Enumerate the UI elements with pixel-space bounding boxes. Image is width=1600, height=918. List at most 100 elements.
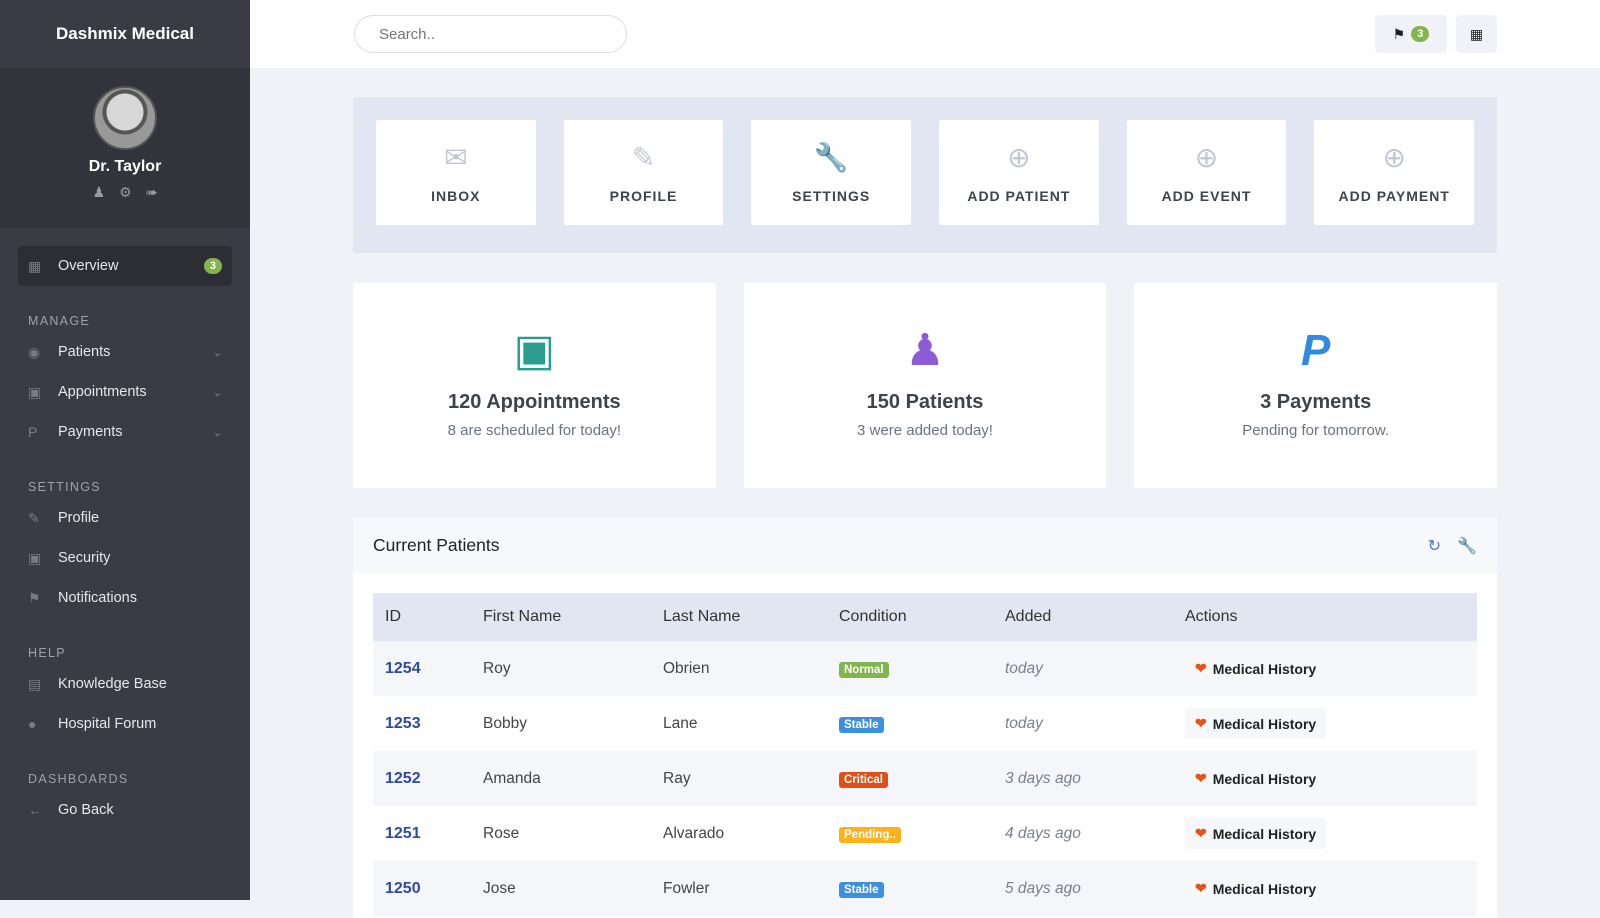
medical-history-button[interactable]: ❤ Medical History xyxy=(1185,818,1327,849)
shortcut-add-patient[interactable]: ⊕ ADD PATIENT xyxy=(939,120,1099,225)
nav-heading: MANAGE xyxy=(28,314,90,328)
main-content: ✉ INBOX ✎ PROFILE 🔧 SETTINGS ⊕ ADD PATIENT ⊕ ADD … xyxy=(353,97,1498,918)
nav-heading: SETTINGS xyxy=(28,480,101,494)
last-name: Fowler xyxy=(651,861,827,916)
patient-id-link[interactable]: 1251 xyxy=(385,824,421,842)
button-label: Medical History xyxy=(1212,880,1317,897)
gear-icon[interactable]: ⚙ xyxy=(119,184,132,200)
table-row: 1250 Jose Fowler Stable 5 days ago ❤ Medi… xyxy=(373,861,1477,916)
wrench-icon[interactable]: 🔧 xyxy=(1457,537,1477,555)
last-name: Obrien xyxy=(651,641,827,696)
heartbeat-icon: ❤ xyxy=(1195,715,1207,731)
added-date: 3 days ago xyxy=(993,751,1173,806)
sidebar-item-label: Profile xyxy=(58,510,100,526)
search-input[interactable] xyxy=(354,15,627,53)
layout-toggle-button[interactable]: ▦ xyxy=(1456,15,1497,53)
shortcut-inbox[interactable]: ✉ INBOX xyxy=(376,120,536,225)
added-date: today xyxy=(993,641,1173,696)
shortcuts-panel: ✉ INBOX ✎ PROFILE 🔧 SETTINGS ⊕ ADD PATIENT ⊕ ADD … xyxy=(353,97,1497,253)
sign-out-icon[interactable]: ➠ xyxy=(145,184,158,200)
sidebar-item-patients[interactable]: ◉ Patients ⌄ xyxy=(18,332,232,372)
column-header[interactable]: First Name xyxy=(471,593,651,641)
grid-icon: ▦ xyxy=(1469,25,1484,42)
first-name: Jose xyxy=(471,861,651,916)
condition-badge: Stable xyxy=(839,716,884,733)
user-name[interactable]: Dr. Taylor xyxy=(88,158,162,175)
envelope-icon: ✉ xyxy=(444,141,468,173)
flag-icon: ⚑ xyxy=(28,589,41,606)
stat-title: 150 Patients xyxy=(866,391,984,413)
stat-card[interactable]: ▣ 120 Appointments 8 are scheduled for tod… xyxy=(353,283,716,488)
button-label: Medical History xyxy=(1212,825,1317,842)
shortcut-add-payment[interactable]: ⊕ ADD PAYMENT xyxy=(1314,120,1475,225)
plus-circle-icon: ⊕ xyxy=(1382,141,1406,173)
refresh-icon[interactable]: ↻ xyxy=(1427,537,1442,555)
stat-card[interactable]: P 3 Payments Pending for tomorrow. xyxy=(1134,283,1498,488)
nav-heading: HELP xyxy=(28,646,66,660)
user-doctor-icon[interactable]: ♟ xyxy=(92,184,106,200)
brand-logo[interactable]: Dashmix Medical xyxy=(0,0,250,68)
patient-id-link[interactable]: 1254 xyxy=(373,641,471,696)
shortcut-label: PROFILE xyxy=(609,187,678,204)
sidebar-item-label: Appointments xyxy=(58,384,147,400)
column-header[interactable]: Added xyxy=(993,593,1173,641)
stat-subtitle: 3 were added today! xyxy=(857,422,993,439)
stat-title: 120 Appointments xyxy=(448,391,621,413)
button-label: Medical History xyxy=(1212,660,1317,677)
medical-history-button[interactable]: ❤ Medical History xyxy=(1185,873,1327,904)
sidebar-item-hospital-forum[interactable]: ● Hospital Forum xyxy=(18,704,232,744)
stat-card[interactable]: ♟ 150 Patients 3 were added today! xyxy=(743,283,1107,488)
patient-id-link[interactable]: 1250 xyxy=(373,861,471,916)
sidebar-item-overview[interactable]: ▦ Overview 3 xyxy=(18,246,232,286)
notifications-button[interactable]: ⚑ 3 xyxy=(1375,15,1447,53)
sidebar-item-security[interactable]: ▣ Security xyxy=(18,538,232,578)
column-header[interactable]: Actions xyxy=(1173,593,1477,641)
patient-id-link[interactable]: 1253 xyxy=(385,714,421,732)
nav-heading: DASHBOARDS xyxy=(28,772,129,786)
sidebar-item-label: Overview xyxy=(58,258,119,274)
shortcut-add-event[interactable]: ⊕ ADD EVENT xyxy=(1126,120,1287,225)
shortcut-settings[interactable]: 🔧 SETTINGS xyxy=(751,120,912,225)
first-name: Bobby xyxy=(483,714,527,732)
table-row: 1253 Bobby Lane Stable today ❤ Medical Hi… xyxy=(373,696,1477,751)
first-name: Amanda xyxy=(471,751,651,806)
sidebar-item-label: Payments xyxy=(58,424,123,440)
stat-title: 3 Payments xyxy=(1260,391,1372,413)
sidebar-item-label: Hospital Forum xyxy=(58,716,157,732)
sidebar-item-appointments[interactable]: ▣ Appointments ⌄ xyxy=(18,372,232,412)
calendar-icon: ▣ xyxy=(28,383,42,400)
sidebar-item-payments[interactable]: P Payments ⌄ xyxy=(18,412,232,452)
column-header[interactable]: Condition xyxy=(827,593,993,641)
arrow-left-icon: ← xyxy=(28,802,42,818)
patient-id-link[interactable]: 1252 xyxy=(373,751,471,806)
medical-history-button[interactable]: ❤ Medical History xyxy=(1185,763,1327,794)
last-name: Lane xyxy=(663,714,698,732)
notifications-badge: 3 xyxy=(1411,26,1430,42)
avatar[interactable] xyxy=(93,86,157,150)
heartbeat-icon: ❤ xyxy=(1195,825,1207,841)
last-name: Ray xyxy=(651,751,827,806)
paypal-icon: P xyxy=(1301,326,1331,375)
medical-history-button[interactable]: ❤ Medical History xyxy=(1185,653,1327,684)
paypal-icon: P xyxy=(28,424,38,440)
table-row: 1254 Roy Obrien Normal today ❤ Medical Hi… xyxy=(373,641,1477,696)
chevron-down-icon: ⌄ xyxy=(212,386,222,399)
user-circle-icon: ◉ xyxy=(28,343,41,360)
sidebar-item-profile[interactable]: ✎ Profile xyxy=(18,498,232,538)
heartbeat-icon: ❤ xyxy=(1195,770,1207,786)
pencil-icon: ✎ xyxy=(28,509,40,526)
sidebar-item-label: Patients xyxy=(58,344,111,360)
current-patients-block: Current Patients ↻ 🔧 ID First Name Last Na… xyxy=(353,518,1497,918)
header: ⚑ 3 ▦ xyxy=(250,0,1600,68)
medical-history-button[interactable]: ❤ Medical History xyxy=(1185,708,1327,739)
sidebar-nav: ▦ Overview 3 MANAGE ◉ Patients ⌄ ▣ Appointmen… xyxy=(0,228,250,848)
sidebar-item-go-back[interactable]: ← Go Back xyxy=(18,790,232,830)
plus-circle-icon: ⊕ xyxy=(1007,141,1031,173)
shortcut-profile[interactable]: ✎ PROFILE xyxy=(563,120,724,225)
sidebar-item-label: Go Back xyxy=(58,802,114,818)
column-header[interactable]: ID xyxy=(373,593,471,641)
column-header[interactable]: Last Name xyxy=(651,593,827,641)
overview-badge: 3 xyxy=(203,258,222,274)
sidebar-item-notifications[interactable]: ⚑ Notifications xyxy=(18,578,232,618)
sidebar-item-knowledge-base[interactable]: ▤ Knowledge Base xyxy=(18,664,232,704)
